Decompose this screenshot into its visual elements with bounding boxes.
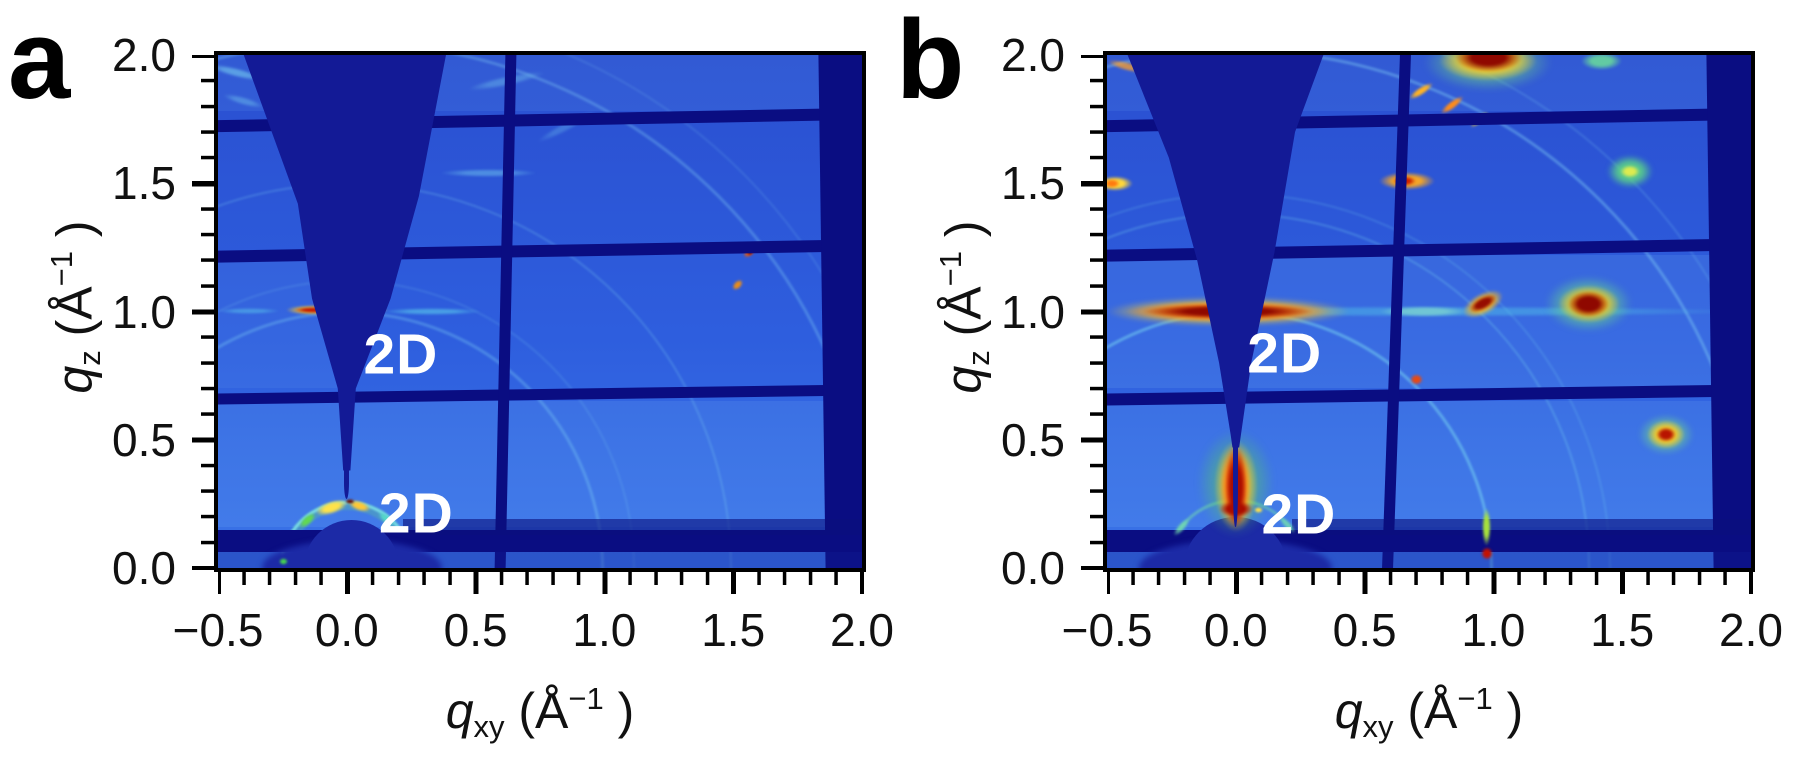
y-tick-label: 1.5 — [112, 157, 176, 209]
x-tick-label: −0.5 — [172, 604, 264, 656]
x-tick-label: 0.0 — [1203, 604, 1268, 656]
y-tick-label: 1.0 — [1001, 286, 1065, 338]
giwaxs-heatmap-a: 2D 2D — [218, 55, 862, 568]
diffraction-spot — [294, 307, 333, 314]
plot-frame-a: 2D 2D — [214, 51, 866, 572]
diffraction-spot — [279, 557, 289, 566]
giwaxs-heatmap-b: 2D 2D — [1107, 55, 1751, 568]
annotation-2d: 2D — [378, 481, 454, 546]
diffraction-spot — [218, 307, 280, 315]
y-tick-label: 2.0 — [112, 29, 176, 81]
diffraction-spot — [1409, 374, 1423, 385]
beamstop-needle-shadow — [344, 465, 350, 499]
panel-b: 2D 2D −0.5 0.0 0.5 1.0 1.5 2.0 2.0 1.5 1.… — [933, 29, 1783, 744]
x-tick-label: 0.5 — [1332, 604, 1397, 656]
x-tick-label: 1.5 — [1590, 604, 1655, 656]
y-tick-label: 0.0 — [112, 542, 176, 594]
y-tick-label: 0.0 — [1001, 542, 1065, 594]
panel-letter-a: a — [8, 0, 71, 122]
diffraction-spot — [1619, 165, 1641, 179]
diffraction-spot — [1568, 290, 1610, 317]
panel-letter-b: b — [896, 0, 965, 122]
beamstop-arm-shadow — [403, 519, 862, 536]
y-tick-label: 2.0 — [1001, 29, 1065, 81]
diffraction-spot — [439, 169, 538, 177]
y-axis-title: qz (Å−1 ) — [44, 220, 107, 394]
diffraction-spot — [1454, 55, 1522, 72]
x-tick-label: 0.5 — [443, 604, 508, 656]
diffraction-spot — [382, 308, 481, 315]
detector-dead-band — [1706, 55, 1751, 568]
x-tick-label: 0.0 — [314, 604, 379, 656]
x-tick-label: 1.5 — [701, 604, 766, 656]
y-axis-minor-ticks — [1090, 55, 1103, 570]
diffraction-spot — [1581, 55, 1623, 71]
x-axis-minor-ticks — [1107, 572, 1753, 585]
diffraction-spot — [1655, 426, 1677, 443]
annotation-2d: 2D — [1261, 482, 1337, 547]
diffraction-spot — [1378, 306, 1469, 317]
beamstop-arm-shadow — [1292, 519, 1751, 536]
x-tick-label: 2.0 — [1719, 604, 1783, 656]
x-axis-title: qxy (Å−1 ) — [445, 681, 635, 744]
panel-a: 2D 2D −0.5 0.0 0.5 1.0 1.5 2.0 2.0 1.5 1.… — [44, 29, 894, 744]
y-tick-label: 1.0 — [112, 286, 176, 338]
annotation-2d: 2D — [1247, 321, 1323, 386]
diffraction-spot — [1481, 547, 1493, 561]
x-axis-minor-ticks — [218, 572, 864, 585]
annotation-2d: 2D — [363, 322, 439, 387]
detector-dead-band — [818, 55, 862, 568]
x-tick-label: 1.0 — [572, 604, 637, 656]
x-tick-label: 1.0 — [1461, 604, 1526, 656]
x-tick-label: 2.0 — [830, 604, 894, 656]
diffraction-spot — [1482, 507, 1492, 547]
y-tick-label: 0.5 — [1001, 414, 1065, 466]
beamstop-needle-shadow — [1233, 447, 1239, 527]
x-tick-label: −0.5 — [1061, 604, 1153, 656]
plot-frame-b: 2D 2D — [1103, 51, 1755, 572]
y-axis-minor-ticks — [201, 55, 214, 570]
diffraction-spot — [1254, 507, 1264, 514]
y-tick-label: 0.5 — [112, 414, 176, 466]
x-axis-title: qxy (Å−1 ) — [1334, 681, 1524, 744]
diffraction-spot — [344, 499, 356, 505]
y-tick-label: 1.5 — [1001, 157, 1065, 209]
y-axis-title: qz (Å−1 ) — [933, 220, 996, 394]
diffraction-spot — [1107, 178, 1120, 188]
